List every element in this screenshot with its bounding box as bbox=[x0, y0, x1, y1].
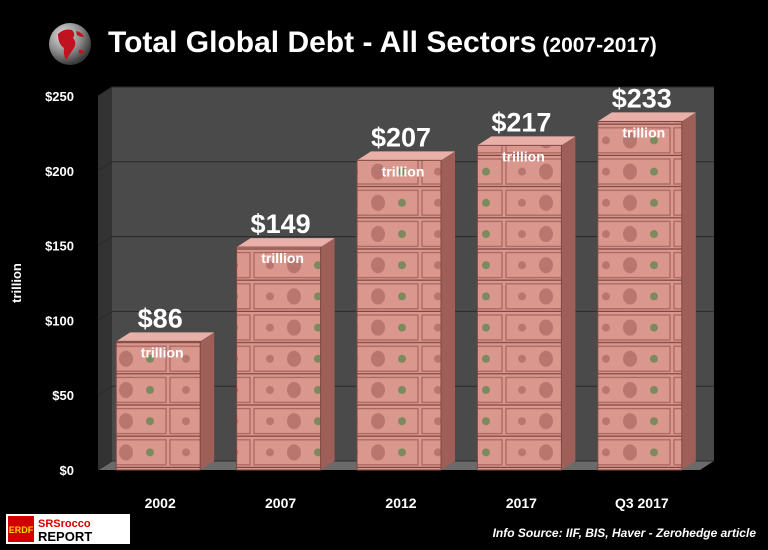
bar-group bbox=[115, 332, 215, 471]
plot-back-wall bbox=[112, 87, 714, 461]
logo-badge-text: SRSrocco bbox=[38, 518, 91, 530]
chart-title: Total Global Debt - All Sectors (2007-201… bbox=[108, 26, 657, 60]
data-label: $149 bbox=[251, 209, 311, 239]
gridline bbox=[97, 86, 714, 97]
bar-top bbox=[116, 332, 215, 342]
bar-top bbox=[597, 112, 696, 122]
source-note: Info Source: IIF, BIS, Haver - Zerohedge… bbox=[492, 526, 756, 540]
data-label: $207 bbox=[371, 122, 431, 152]
bar-side bbox=[441, 151, 455, 470]
y-tick-label: $50 bbox=[52, 388, 74, 403]
data-unit-label: trillion bbox=[261, 250, 304, 266]
gridline bbox=[97, 310, 714, 321]
bar bbox=[356, 159, 442, 471]
bar bbox=[236, 246, 322, 471]
svg-text:ERDF: ERDF bbox=[9, 525, 34, 535]
data-unit-label: trillion bbox=[141, 344, 184, 360]
bar-top bbox=[477, 136, 576, 146]
plot-floor bbox=[98, 461, 714, 470]
gridline bbox=[97, 385, 714, 396]
data-label: $233 bbox=[612, 83, 672, 113]
title-main: Total Global Debt - All Sectors bbox=[108, 26, 537, 59]
bar-group bbox=[236, 238, 335, 471]
x-tick-label: 2007 bbox=[265, 495, 296, 511]
y-tick-label: $150 bbox=[45, 239, 74, 254]
bar-top bbox=[236, 238, 335, 248]
y-axis-label: trillion bbox=[9, 263, 24, 303]
bar bbox=[597, 120, 683, 471]
x-tick-label: 2017 bbox=[506, 495, 537, 511]
bar-group bbox=[476, 136, 576, 471]
data-unit-label: trillion bbox=[502, 148, 545, 164]
y-tick-label: $250 bbox=[45, 89, 74, 104]
title-subtitle: (2007-2017) bbox=[542, 34, 657, 57]
gridline bbox=[97, 236, 714, 247]
bar-group bbox=[597, 112, 696, 471]
y-tick-label: $200 bbox=[45, 164, 74, 179]
bar bbox=[115, 340, 201, 471]
logo-text: REPORT bbox=[38, 529, 92, 544]
srsrocco-logo: ERDF SRSrocco REPORT bbox=[6, 514, 130, 544]
gridline bbox=[97, 460, 714, 471]
data-unit-label: trillion bbox=[622, 124, 665, 140]
plot-left-wall bbox=[98, 87, 112, 470]
y-tick-label: $100 bbox=[45, 313, 74, 328]
data-label: $86 bbox=[138, 303, 183, 333]
gridline bbox=[97, 161, 714, 172]
bar-side bbox=[561, 136, 576, 471]
x-tick-label: 2012 bbox=[385, 495, 416, 511]
x-tick-label: Q3 2017 bbox=[615, 495, 669, 511]
data-unit-label: trillion bbox=[382, 163, 425, 179]
y-tick-label: $0 bbox=[60, 463, 74, 478]
bar-top bbox=[357, 151, 455, 161]
bar-group bbox=[356, 151, 455, 471]
bar-side bbox=[320, 238, 335, 470]
bar-side bbox=[681, 112, 696, 470]
x-tick-label: 2002 bbox=[145, 495, 176, 511]
globe-icon bbox=[49, 23, 91, 65]
data-label: $217 bbox=[491, 107, 551, 137]
bar bbox=[476, 144, 562, 471]
bar-side bbox=[200, 332, 215, 470]
